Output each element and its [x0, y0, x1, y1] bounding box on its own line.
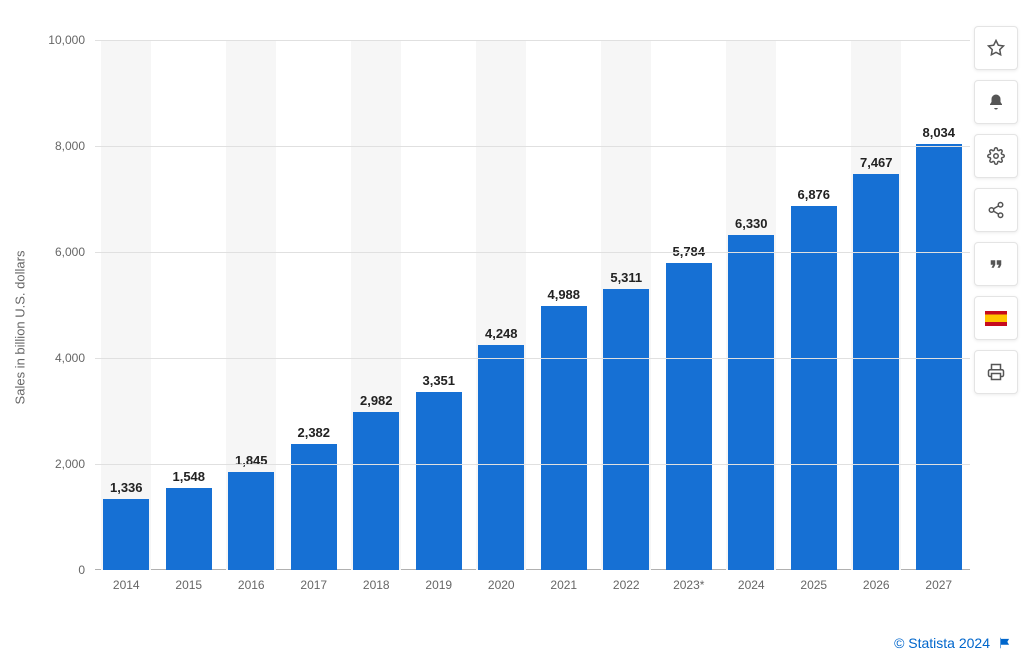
bar-slot: 2,3822017 — [283, 40, 346, 570]
bar-slot: 5,3112022 — [595, 40, 658, 570]
bar[interactable]: 2,382 — [291, 444, 337, 570]
bar-value-label: 1,336 — [110, 480, 143, 495]
bar-slot: 5,7842023* — [658, 40, 721, 570]
plot-area: 1,33620141,54820151,84520162,38220172,98… — [95, 40, 970, 570]
share-icon — [987, 201, 1005, 219]
x-tick-label: 2017 — [300, 578, 327, 592]
x-tick-label: 2020 — [488, 578, 515, 592]
print-button[interactable] — [974, 350, 1018, 394]
gear-icon — [987, 147, 1005, 165]
quote-icon — [987, 255, 1005, 273]
bar-slot: 1,5482015 — [158, 40, 221, 570]
grid-line — [95, 464, 970, 465]
bell-icon — [987, 93, 1005, 111]
bar-value-label: 7,467 — [860, 155, 893, 170]
bar-value-label: 5,311 — [610, 270, 642, 285]
attribution-text: © Statista 2024 — [894, 635, 990, 651]
grid-line — [95, 252, 970, 253]
bar-slot: 8,0342027 — [908, 40, 971, 570]
chart-container: Sales in billion U.S. dollars 1,33620141… — [30, 30, 970, 610]
y-tick-label: 2,000 — [55, 457, 85, 471]
grid-line — [95, 146, 970, 147]
x-tick-label: 2016 — [238, 578, 265, 592]
bar-slot: 4,2482020 — [470, 40, 533, 570]
bar-value-label: 4,248 — [485, 326, 518, 341]
bar-slot: 7,4672026 — [845, 40, 908, 570]
bar[interactable]: 1,845 — [228, 472, 274, 570]
bar[interactable]: 2,982 — [353, 412, 399, 570]
flag-es-icon — [985, 311, 1007, 326]
bar-value-label: 2,382 — [297, 425, 330, 440]
x-tick-label: 2022 — [613, 578, 640, 592]
x-tick-label: 2023* — [673, 578, 704, 592]
x-tick-label: 2014 — [113, 578, 140, 592]
bar-value-label: 6,876 — [797, 187, 830, 202]
y-axis-label: Sales in billion U.S. dollars — [13, 251, 28, 405]
language-button[interactable] — [974, 296, 1018, 340]
bar-value-label: 2,982 — [360, 393, 393, 408]
bar[interactable]: 1,548 — [166, 488, 212, 570]
bar-value-label: 1,548 — [172, 469, 205, 484]
bar-slot: 2,9822018 — [345, 40, 408, 570]
bar[interactable]: 4,988 — [541, 306, 587, 570]
bar[interactable]: 6,876 — [791, 206, 837, 570]
share-button[interactable] — [974, 188, 1018, 232]
bars-wrap: 1,33620141,54820151,84520162,38220172,98… — [95, 40, 970, 570]
y-tick-label: 0 — [78, 563, 85, 577]
y-tick-label: 10,000 — [48, 33, 85, 47]
y-tick-label: 6,000 — [55, 245, 85, 259]
bar-value-label: 1,845 — [235, 453, 268, 468]
report-flag-icon — [998, 636, 1012, 650]
bar-value-label: 8,034 — [922, 125, 955, 140]
settings-button[interactable] — [974, 134, 1018, 178]
x-tick-label: 2025 — [800, 578, 827, 592]
bar-value-label: 4,988 — [547, 287, 580, 302]
bar[interactable]: 5,311 — [603, 289, 649, 570]
y-tick-label: 8,000 — [55, 139, 85, 153]
y-tick-label: 4,000 — [55, 351, 85, 365]
grid-line — [95, 40, 970, 41]
x-tick-label: 2026 — [863, 578, 890, 592]
favorite-button[interactable] — [974, 26, 1018, 70]
toolbar — [974, 26, 1018, 394]
bar[interactable]: 7,467 — [853, 174, 899, 570]
bar-slot: 6,3302024 — [720, 40, 783, 570]
attribution[interactable]: © Statista 2024 — [894, 635, 1012, 651]
x-tick-label: 2021 — [550, 578, 577, 592]
bar-value-label: 3,351 — [422, 373, 455, 388]
bar-value-label: 6,330 — [735, 216, 768, 231]
bar[interactable]: 3,351 — [416, 392, 462, 570]
cite-button[interactable] — [974, 242, 1018, 286]
x-tick-label: 2018 — [363, 578, 390, 592]
x-tick-label: 2019 — [425, 578, 452, 592]
bar-slot: 3,3512019 — [408, 40, 471, 570]
bar[interactable]: 6,330 — [728, 235, 774, 570]
grid-line — [95, 358, 970, 359]
star-icon — [987, 39, 1005, 57]
bar-slot: 1,8452016 — [220, 40, 283, 570]
x-tick-label: 2015 — [175, 578, 202, 592]
bar[interactable]: 1,336 — [103, 499, 149, 570]
bar[interactable]: 4,248 — [478, 345, 524, 570]
x-tick-label: 2027 — [925, 578, 952, 592]
bar[interactable]: 5,784 — [666, 263, 712, 570]
bar-slot: 4,9882021 — [533, 40, 596, 570]
notify-button[interactable] — [974, 80, 1018, 124]
x-tick-label: 2024 — [738, 578, 765, 592]
print-icon — [987, 363, 1005, 381]
bar-slot: 6,8762025 — [783, 40, 846, 570]
bar-slot: 1,3362014 — [95, 40, 158, 570]
